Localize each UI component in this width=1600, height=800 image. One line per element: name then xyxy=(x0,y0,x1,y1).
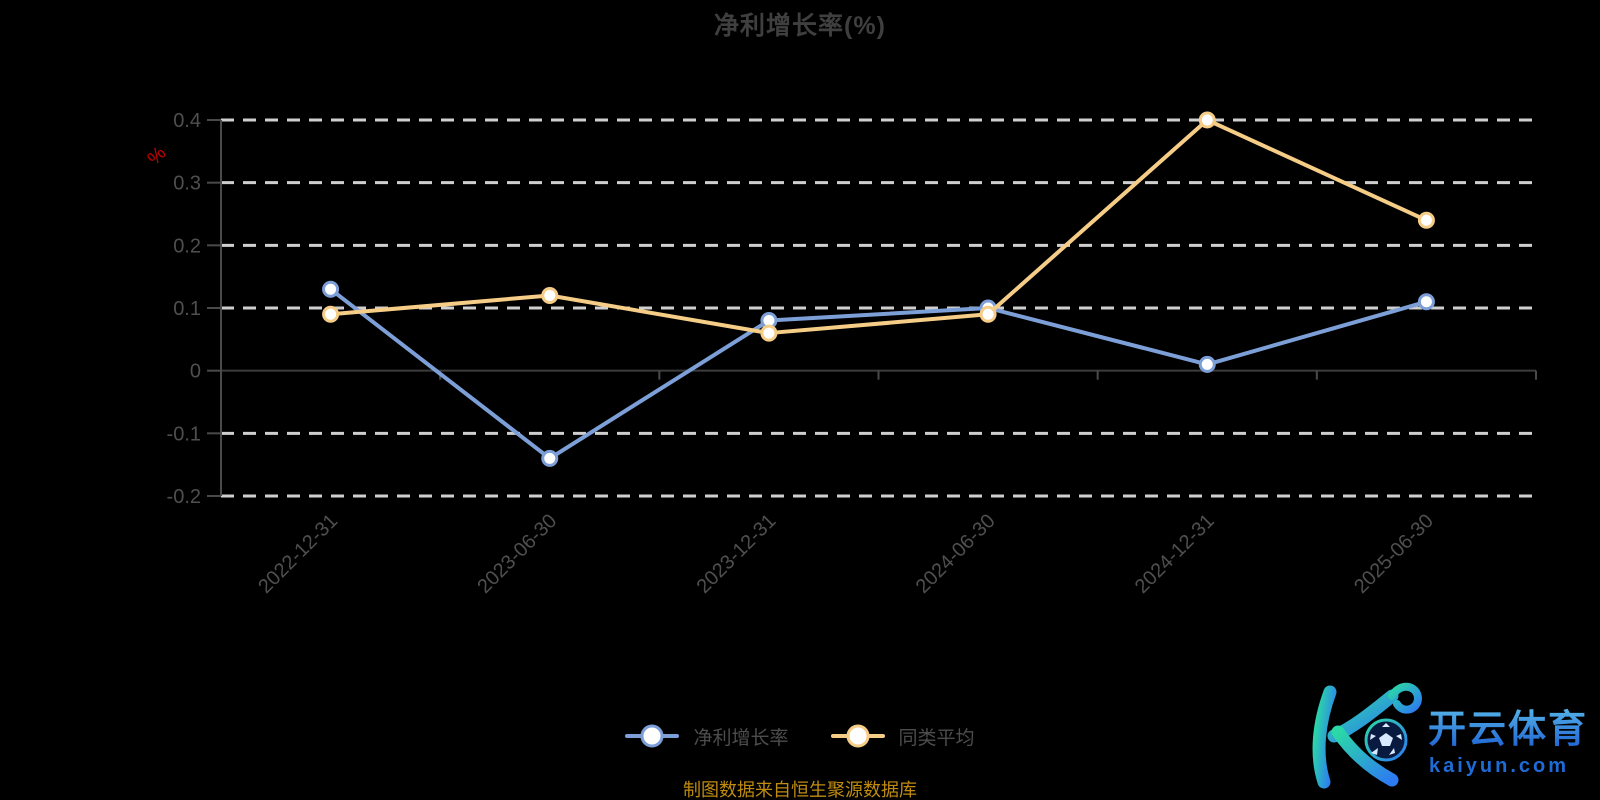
data-point[interactable] xyxy=(1417,293,1435,311)
x-axis-label: 2024-12-31 xyxy=(1131,510,1219,598)
legend-item-net-profit-growth[interactable]: 净利增长率 xyxy=(625,720,789,752)
brand-domain: kaiyun.com xyxy=(1429,755,1569,777)
k-glyph-icon xyxy=(1312,682,1423,789)
x-axis-label: 2022-12-31 xyxy=(254,510,342,598)
y-axis-label: 0 xyxy=(190,361,201,383)
legend-label: 同类平均 xyxy=(898,727,975,749)
y-axis-label: 0.4 xyxy=(173,110,201,132)
x-axis-label: 2025-06-30 xyxy=(1350,510,1438,598)
legend-marker-dot xyxy=(846,724,869,748)
y-axis-label: -0.2 xyxy=(167,486,201,508)
soccer-ball-icon xyxy=(1364,718,1408,762)
data-point[interactable] xyxy=(541,449,559,467)
legend: 净利增长率 同类平均 xyxy=(0,720,1600,752)
kaiyun-watermark-logo[interactable]: 开云体育 kaiyun.com xyxy=(1290,662,1600,797)
y-axis-label: 0.3 xyxy=(173,173,201,195)
y-axis-unit-label: % xyxy=(144,143,171,170)
data-point[interactable] xyxy=(1417,211,1435,229)
data-point[interactable] xyxy=(541,286,559,304)
x-axis-label: 2024-06-30 xyxy=(912,510,1000,598)
legend-marker-dot xyxy=(640,724,664,748)
data-point[interactable] xyxy=(760,324,778,342)
series-line-0 xyxy=(328,287,1429,461)
series-line-1 xyxy=(328,118,1429,336)
data-point[interactable] xyxy=(322,305,340,323)
ball-center-pentagon xyxy=(1379,733,1393,746)
legend-line-marker-icon xyxy=(625,723,680,749)
brand-name-cn: 开云体育 xyxy=(1428,709,1588,751)
y-axis-label: 0.2 xyxy=(173,235,201,257)
y-axis-label: 0.1 xyxy=(173,298,201,320)
chart-title: 净利增长率(%) xyxy=(714,12,886,40)
data-point[interactable] xyxy=(1198,355,1216,373)
legend-line-marker-icon xyxy=(830,723,885,749)
x-axis-label: 2023-12-31 xyxy=(693,510,781,598)
data-source-note: 制图数据来自恒生聚源数据库 xyxy=(683,780,917,800)
x-axis-label: 2023-06-30 xyxy=(473,510,561,598)
legend-item-category-average[interactable]: 同类平均 xyxy=(830,720,975,752)
legend-label: 净利增长率 xyxy=(693,727,789,749)
data-point[interactable] xyxy=(979,305,997,323)
data-point[interactable] xyxy=(322,280,340,298)
ball-pattern xyxy=(1370,723,1402,755)
y-axis-label: -0.1 xyxy=(167,423,201,445)
data-point[interactable] xyxy=(1198,111,1216,129)
